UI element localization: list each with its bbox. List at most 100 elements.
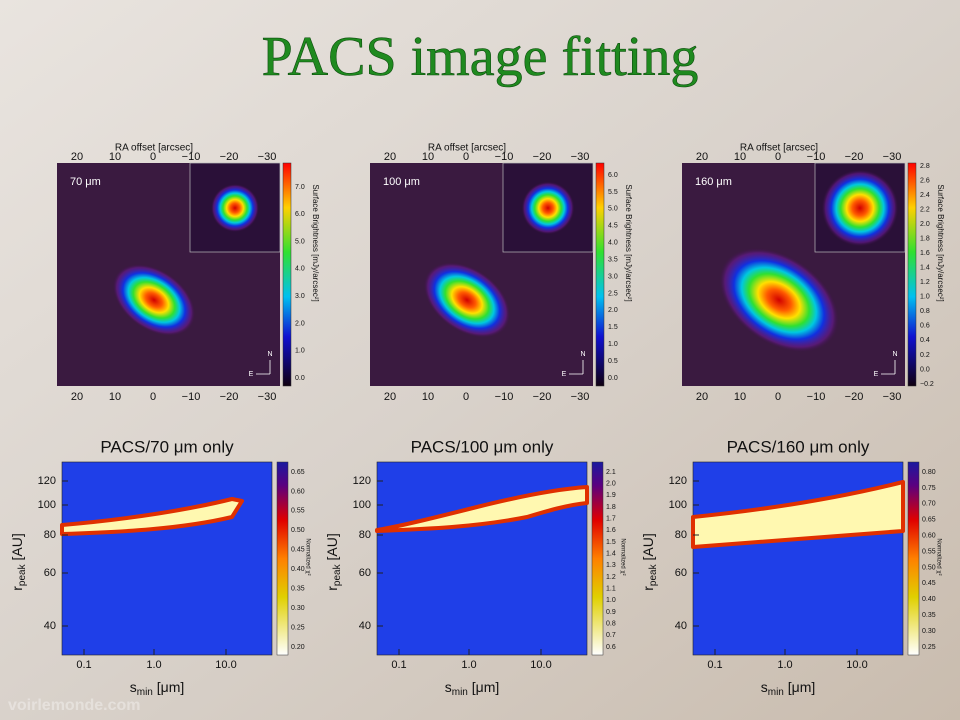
compass-e: E [249,371,254,378]
colorbar-tick-label: 4.0 [295,266,305,273]
colorbar-tick-label: 0.60 [291,488,305,495]
x-label-unit: [μm] [468,679,499,695]
colorbar-tick-label: 2.0 [608,307,618,314]
colorbar-tick-label: 1.9 [606,492,616,499]
fit-region [375,485,589,533]
colorbar-tick-label: 0.5 [608,358,618,365]
colorbar-tick-label: 1.4 [606,551,616,558]
x-tick-label-bottom: 0 [463,391,469,403]
y-tick-label: 40 [359,620,371,632]
colorbar-tick-label: 0.2 [920,352,930,359]
colorbar-tick-label: 0.4 [920,337,930,344]
x-tick-label-top: −30 [258,151,277,163]
colorbar-label: Normalized χ² [304,538,310,575]
colorbar-tick-label: 0.30 [922,628,936,635]
wavelength-label: 70 μm [70,176,101,188]
colorbar-tick-label: 1.0 [295,348,305,355]
panel-title: PACS/160 μm only [727,437,870,456]
colorbar-tick-label: 6.0 [608,172,618,179]
y-label-unit: [AU] [324,533,340,564]
x-label-unit: [μm] [153,679,184,695]
x-tick-label-top: 0 [150,151,156,163]
colorbar-tick-label: 1.7 [606,516,616,523]
top-axis-label: RA offset [arcsec] [115,143,193,154]
compass-n: N [267,351,272,358]
x-tick-label: 0.1 [707,659,722,671]
x-tick-label-bottom: −10 [182,391,201,403]
colorbar-tick-label: 0.50 [291,527,305,534]
x-tick-label-bottom: −20 [220,391,239,403]
colorbar-tick-label: 0.55 [922,548,936,555]
colorbar [276,461,289,656]
x-label-unit: [μm] [784,679,815,695]
psf-blob [521,181,575,235]
colorbar-tick-label: 1.2 [920,279,930,286]
colorbar-tick-label: 2.0 [920,221,930,228]
psf-blob [821,169,899,247]
colorbar-tick-label: 0.0 [608,375,618,382]
y-label-sub: peak [17,563,28,586]
colorbar-tick-label: 1.8 [920,236,930,243]
colorbar-tick-label: 0.9 [606,609,616,616]
colorbar-tick-label: 7.0 [295,184,305,191]
x-axis-label: smin [μm] [130,679,185,698]
colorbar-tick-label: 2.8 [920,163,930,170]
colorbar-tick-label: 5.0 [608,206,618,213]
fit-region [60,497,244,536]
x-tick-label-top: −20 [845,151,864,163]
y-tick-label: 80 [675,529,687,541]
compass-n: N [892,351,897,358]
colorbar-tick-label: 2.1 [606,469,616,476]
colorbar [907,162,917,387]
y-label-unit: [AU] [9,533,25,564]
y-tick-label: 120 [669,475,687,487]
colorbar-tick-label: 0.0 [295,375,305,382]
x-tick-label-top: 20 [71,151,83,163]
x-axis-label: smin [μm] [761,679,816,698]
colorbar-tick-label: 0.65 [922,517,936,524]
colorbar [282,162,292,387]
compass-n: N [580,351,585,358]
x-tick-label-bottom: 10 [109,391,121,403]
y-tick-label: 80 [359,529,371,541]
x-tick-label: 0.1 [76,659,91,671]
colorbar [591,461,604,656]
x-tick-label-bottom: 0 [775,391,781,403]
x-tick-label-bottom: 20 [71,391,83,403]
x-tick-label-top: 0 [775,151,781,163]
y-tick-label: 100 [353,499,371,511]
source-blob [718,247,840,353]
compass-e: E [562,371,567,378]
colorbar-tick-label: 0.25 [291,624,305,631]
x-tick-label-bottom: 0 [150,391,156,403]
x-tick-label-bottom: 10 [734,391,746,403]
colorbar-label: Normalized χ² [935,538,941,575]
y-label-main: r [640,586,656,591]
colorbar-tick-label: 0.30 [291,605,305,612]
x-tick-label-top: 0 [463,151,469,163]
x-tick-label-top: −30 [571,151,590,163]
colorbar-tick-label: 2.0 [606,481,616,488]
heatmap-frame [61,461,273,656]
x-tick-label-bottom: −20 [845,391,864,403]
colorbar-tick-label: 4.5 [608,223,618,230]
colorbar [907,461,920,656]
colorbar-tick-label: 1.5 [608,324,618,331]
colorbar-tick-label: 1.1 [606,586,616,593]
y-axis-label: rpeak [AU] [640,533,659,590]
x-tick-label: 1.0 [461,659,476,671]
x-tick-label-top: −20 [220,151,239,163]
colorbar-tick-label: 1.0 [608,341,618,348]
y-tick-label: 120 [353,475,371,487]
colorbar [595,162,605,387]
compass-e: E [874,371,879,378]
y-tick-label: 60 [359,567,371,579]
colorbar-label: Surface Brightness [mJy/arcsec²] [311,184,320,301]
colorbar-tick-label: 0.0 [920,366,930,373]
source-blob [112,263,196,337]
colorbar-tick-label: 4.0 [608,240,618,247]
x-tick-label-bottom: −30 [258,391,277,403]
colorbar-tick-label: 3.0 [295,293,305,300]
x-tick-label-top: −10 [182,151,201,163]
colorbar-tick-label: 2.2 [920,206,930,213]
